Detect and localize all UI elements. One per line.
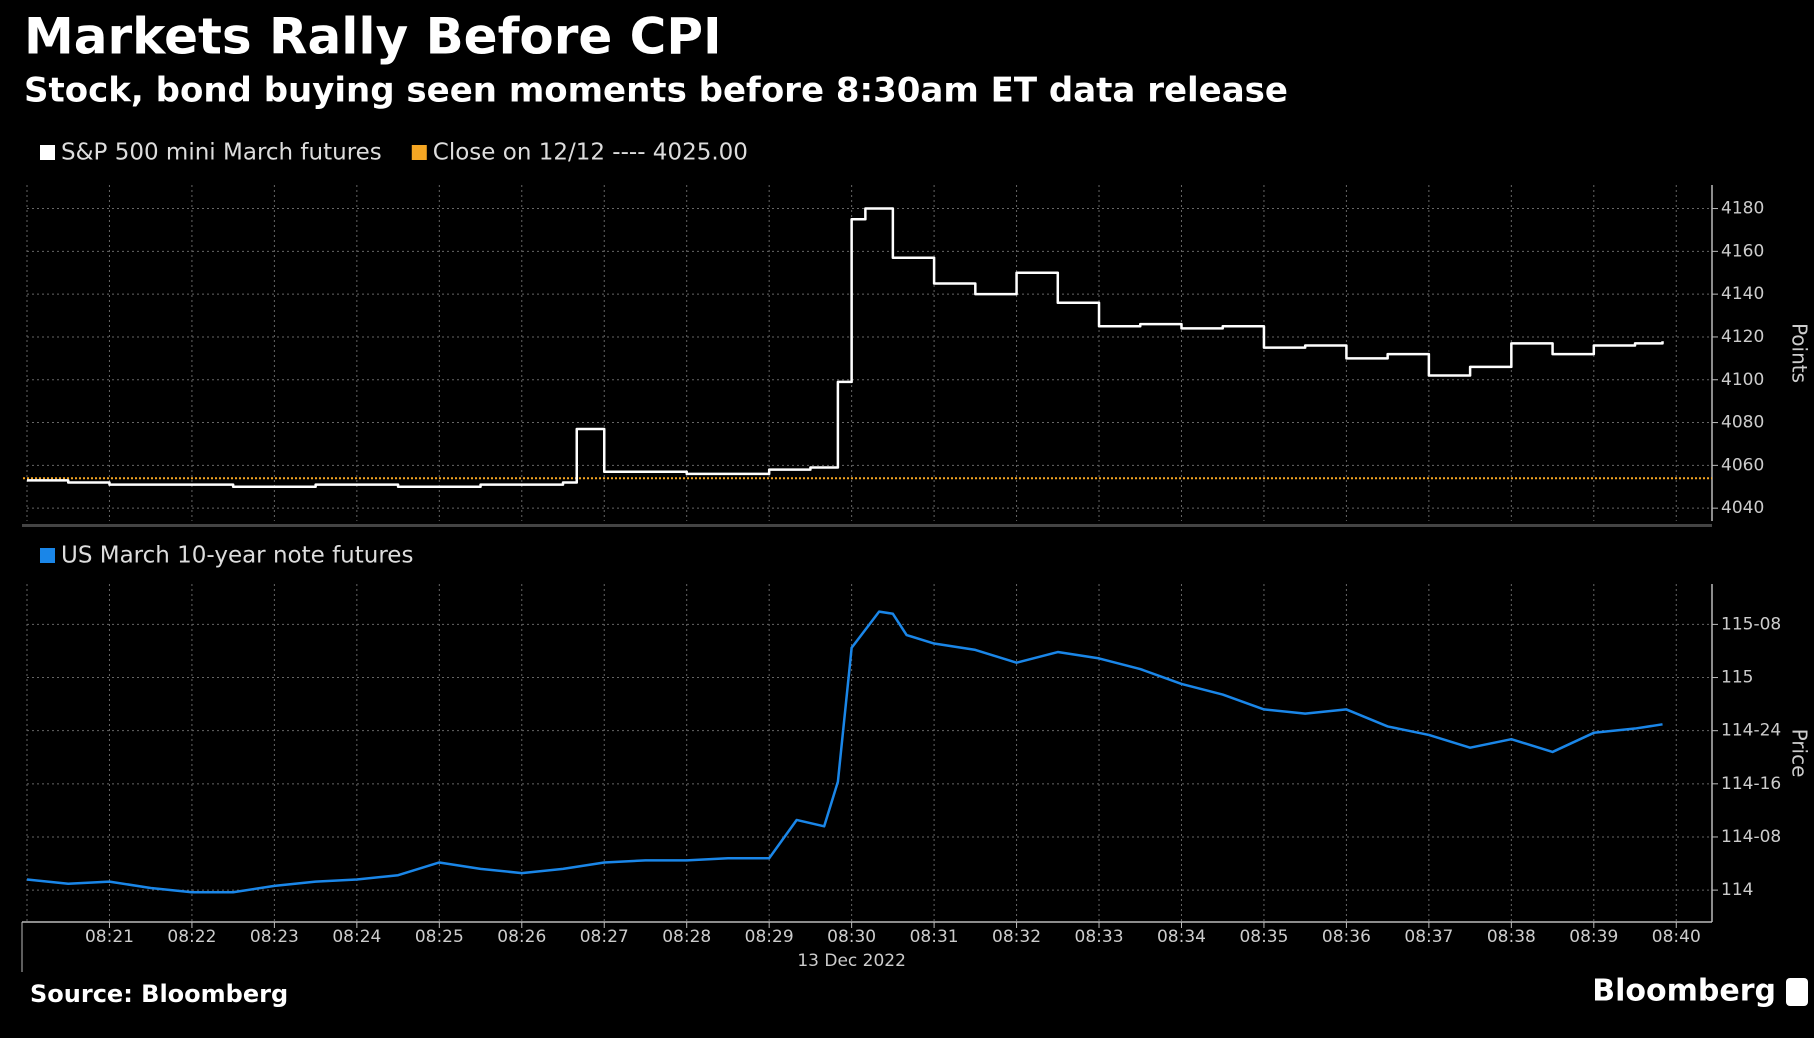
x-tick-label: 08:31 (910, 927, 959, 947)
legend-label: US March 10-year note futures (61, 543, 413, 569)
x-axis-title: 13 Dec 2022 (797, 951, 906, 971)
y-axis-title: Price (1788, 729, 1812, 778)
data-line (26, 610, 1663, 894)
x-tick-label: 08:37 (1404, 927, 1453, 947)
brand-icon (1786, 978, 1808, 1006)
y-tick-label: 115 (1721, 668, 1753, 688)
x-tick-label: 08:27 (580, 927, 629, 947)
y-tick-label: 4160 (1721, 241, 1764, 261)
y-tick-label: 4100 (1721, 370, 1764, 390)
y-tick-label: 4180 (1721, 199, 1764, 219)
y-tick-label: 114-08 (1721, 827, 1781, 847)
x-tick-label: 08:34 (1157, 927, 1206, 947)
legend-label: Close on 12/12 ---- 4025.00 (433, 140, 748, 166)
x-tick-label: 08:32 (992, 927, 1041, 947)
y-tick-label: 114 (1721, 880, 1753, 900)
legend-swatch (411, 145, 427, 160)
x-tick-label: 08:28 (662, 927, 711, 947)
y-tick-label: 114-16 (1721, 774, 1781, 794)
y-tick-label: 4080 (1721, 413, 1764, 433)
legend-swatch (40, 548, 55, 563)
data-line (27, 207, 1664, 489)
y-tick-label: 4120 (1721, 327, 1764, 347)
y-tick-label: 4040 (1721, 498, 1764, 518)
x-tick-label: 08:22 (167, 927, 216, 947)
legend-swatch (40, 145, 55, 160)
y-tick-label: 115-08 (1721, 614, 1781, 634)
x-tick-label: 08:29 (745, 927, 794, 947)
brand-logo: Bloomberg (1592, 974, 1776, 1009)
legend-label: S&P 500 mini March futures (61, 140, 382, 166)
y-tick-label: 4060 (1721, 455, 1764, 475)
x-tick-label: 08:24 (332, 927, 381, 947)
x-tick-label: 08:40 (1652, 927, 1701, 947)
source: Source: Bloomberg (30, 980, 288, 1008)
x-tick-label: 08:38 (1487, 927, 1536, 947)
x-tick-label: 08:35 (1239, 927, 1288, 947)
x-tick-label: 08:23 (250, 927, 299, 947)
x-tick-label: 08:39 (1569, 927, 1618, 947)
y-tick-label: 4140 (1721, 284, 1764, 304)
x-tick-label: 08:33 (1075, 927, 1124, 947)
x-tick-label: 08:36 (1322, 927, 1371, 947)
chart-subtitle: Stock, bond buying seen moments before 8… (24, 71, 1288, 111)
panel-separator (22, 524, 1712, 527)
y-axis-title: Points (1788, 323, 1812, 383)
x-tick-label: 08:26 (497, 927, 546, 947)
x-tick-label: 08:25 (415, 927, 464, 947)
x-tick-label: 08:30 (827, 927, 876, 947)
chart-title: Markets Rally Before CPI (24, 8, 722, 66)
y-tick-label: 114-24 (1721, 721, 1781, 741)
x-tick-label: 08:21 (85, 927, 134, 947)
